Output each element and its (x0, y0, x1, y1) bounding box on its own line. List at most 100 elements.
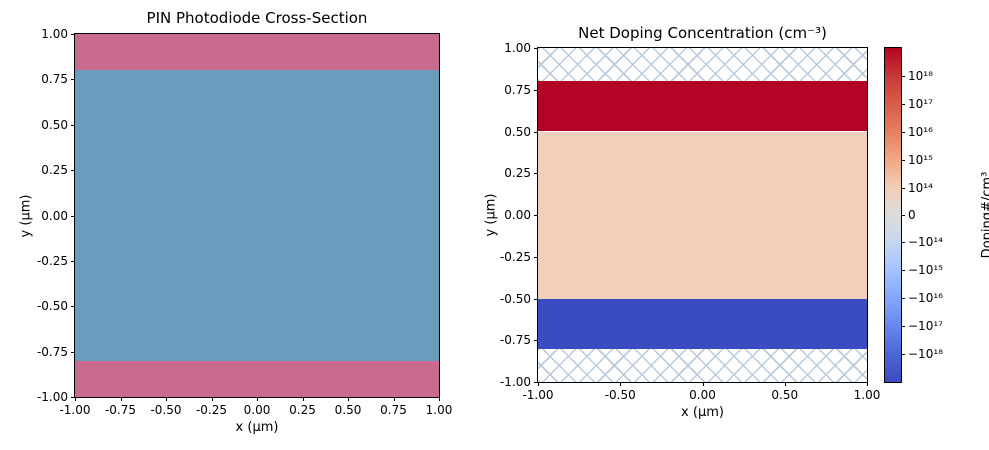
x-tick-mark (620, 382, 622, 386)
x-tick-label: 0.50 (334, 403, 362, 417)
left-plot-semiconductor-band (75, 70, 439, 361)
y-tick-label: 0.75 (41, 72, 68, 87)
y-tick-label: 0.00 (41, 208, 68, 223)
left-plot-ylabel: y (μm) (18, 194, 34, 237)
y-tick-mark (534, 382, 538, 383)
y-tick-mark (534, 215, 538, 216)
y-tick-label: 0.25 (504, 166, 531, 181)
left-plot-xlabel: x (μm) (235, 420, 279, 435)
y-tick-label: -0.25 (499, 249, 531, 264)
x-tick-mark (702, 382, 704, 386)
colorbar-tick-label: 0 (908, 208, 916, 222)
colorbar-tick-label: −10¹⁸ (908, 346, 943, 361)
y-tick-label: 0.00 (504, 208, 531, 222)
x-tick-mark (393, 397, 395, 401)
x-tick-label: 0.00 (243, 403, 271, 417)
y-tick-mark (71, 124, 75, 126)
y-tick-label: 1.00 (504, 41, 531, 55)
colorbar-tick-label: 10¹⁵ (908, 152, 933, 167)
y-tick-label: 0.25 (41, 163, 68, 178)
colorbar-tick-label: −10¹⁶ (908, 291, 943, 306)
x-tick-label: 0.25 (289, 403, 316, 417)
x-tick-label: -1.00 (59, 403, 91, 417)
x-tick-label: -0.25 (195, 403, 228, 417)
y-tick-mark (71, 79, 75, 81)
left-plot-title: PIN Photodiode Cross-Section (146, 9, 368, 27)
colorbar-tick-mark (901, 242, 905, 244)
colorbar-axis-label: Doping#/cm³ (979, 171, 989, 259)
colorbar-tick-label: 10¹⁶ (908, 124, 933, 139)
x-tick-label: 1.00 (425, 403, 453, 417)
x-tick-label: -0.75 (104, 403, 137, 417)
y-tick-mark (71, 351, 75, 353)
colorbar-tick-mark (901, 187, 905, 189)
x-tick-mark (302, 397, 304, 401)
colorbar-tick-mark (901, 131, 905, 133)
colorbar-tick-label: 10¹⁷ (908, 96, 933, 111)
y-tick-label: -1.00 (36, 390, 68, 404)
colorbar: 10¹⁸ 10¹⁷ 10¹⁶ 10¹⁵ 10¹⁴ 0 −10¹⁴ −10¹⁵ −… (884, 47, 989, 383)
y-tick-label: -0.50 (499, 291, 531, 306)
y-tick-mark (534, 340, 538, 342)
right-plot-p-plus-band (538, 298, 867, 349)
x-tick-mark (439, 397, 440, 401)
y-tick-mark (71, 306, 75, 308)
colorbar-tick-mark (901, 215, 905, 216)
y-tick-label: -0.50 (36, 299, 68, 314)
colorbar-tick-label: 10¹⁸ (908, 69, 933, 84)
y-tick-mark (534, 256, 538, 258)
y-tick-mark (71, 397, 75, 398)
right-plot-axes: Net Doping Concentration (cm⁻³) x (μm) y… (484, 24, 881, 420)
x-tick-label: -1.00 (522, 388, 554, 402)
x-tick-label: 0.75 (380, 403, 407, 417)
y-tick-label: -1.00 (499, 375, 531, 389)
x-tick-mark (348, 397, 349, 401)
colorbar-tick-label: −10¹⁴ (908, 235, 943, 250)
y-tick-mark (71, 260, 75, 262)
y-tick-label: 0.50 (504, 124, 531, 139)
left-plot-top-contact-band (75, 34, 439, 71)
y-tick-mark (534, 48, 538, 49)
right-plot-masked-bottom-band (538, 348, 867, 382)
colorbar-tick-label: −10¹⁷ (908, 319, 943, 334)
y-tick-label: 0.75 (504, 82, 531, 97)
x-tick-mark (784, 382, 786, 386)
right-plot-n-plus-band (538, 81, 867, 132)
y-tick-label: 1.00 (41, 27, 68, 41)
x-tick-mark (166, 397, 167, 401)
colorbar-tick-mark (901, 103, 905, 105)
y-tick-mark (71, 34, 75, 35)
right-plot-xlabel: x (μm) (681, 405, 724, 420)
y-tick-label: 0.50 (41, 117, 68, 132)
colorbar-tick-mark (901, 159, 905, 161)
y-tick-mark (534, 298, 538, 300)
x-tick-label: 0.50 (771, 388, 799, 402)
colorbar-tick-mark (901, 326, 905, 328)
y-tick-mark (534, 173, 538, 175)
x-tick-label: 0.00 (689, 388, 716, 402)
x-tick-mark (257, 397, 258, 401)
y-tick-mark (71, 170, 75, 172)
colorbar-tick-mark (901, 270, 905, 272)
x-tick-mark (867, 382, 868, 386)
y-tick-label: -0.75 (499, 333, 531, 348)
x-tick-mark (538, 382, 539, 386)
colorbar-tick-mark (901, 298, 905, 300)
x-tick-mark (211, 397, 213, 401)
right-plot-title: Net Doping Concentration (cm⁻³) (578, 24, 827, 42)
x-tick-label: -0.50 (604, 388, 636, 402)
right-plot-ylabel: y (μm) (483, 193, 499, 237)
right-plot-masked-top-band (538, 48, 867, 82)
colorbar-tick-mark (901, 353, 905, 355)
y-tick-mark (534, 131, 538, 133)
left-plot-bottom-contact-band (75, 360, 439, 397)
y-tick-label: -0.25 (36, 253, 68, 268)
y-tick-label: -0.75 (36, 344, 68, 359)
x-tick-label: 1.00 (853, 388, 881, 402)
x-tick-label: -0.50 (150, 403, 182, 417)
x-tick-mark (120, 397, 122, 401)
colorbar-tick-mark (901, 76, 905, 78)
right-plot-intrinsic-band (538, 131, 867, 299)
colorbar-tick-label: 10¹⁴ (908, 180, 933, 195)
